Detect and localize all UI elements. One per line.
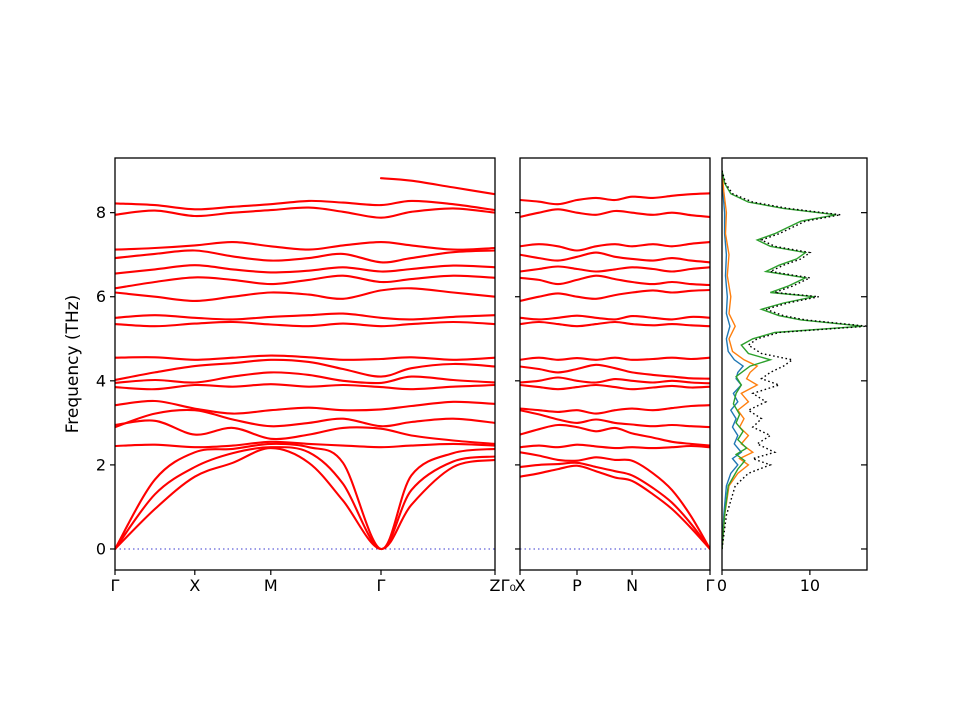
phonon-band bbox=[115, 442, 495, 551]
phonon-band bbox=[115, 312, 495, 321]
dos-xtick-label: 0 bbox=[717, 576, 727, 595]
ytick-label: 8 bbox=[96, 203, 106, 222]
phonon-band bbox=[520, 314, 710, 321]
phonon-band bbox=[520, 274, 710, 287]
phonon-band bbox=[115, 206, 495, 219]
dos-green-curve bbox=[722, 170, 863, 550]
phonon-band bbox=[520, 461, 710, 551]
kpoint-label: P bbox=[572, 576, 582, 595]
phonon-band bbox=[115, 274, 495, 290]
phonon-band bbox=[520, 464, 710, 551]
phonon-band bbox=[520, 383, 710, 391]
phonon-band bbox=[520, 320, 710, 328]
phonon-band bbox=[520, 363, 710, 380]
phonon-band bbox=[115, 264, 495, 275]
phonon-band bbox=[520, 404, 710, 415]
phonon-band bbox=[115, 199, 495, 212]
phonon-band bbox=[520, 265, 710, 273]
ytick-label: 0 bbox=[96, 539, 106, 558]
phonon-band bbox=[520, 208, 710, 218]
phonon-band bbox=[520, 451, 710, 551]
phonon-band bbox=[115, 249, 495, 264]
kpoint-label: Γ bbox=[706, 576, 715, 595]
phonon-band bbox=[520, 409, 710, 429]
phonon-band bbox=[520, 288, 710, 302]
phonon-band bbox=[115, 383, 495, 391]
dos-orange-curve bbox=[722, 170, 759, 550]
ytick-label: 2 bbox=[96, 455, 106, 474]
kpoint-label: Γ₀ bbox=[501, 576, 516, 595]
ytick-label: 6 bbox=[96, 287, 106, 306]
kpoint-label: Z bbox=[490, 576, 501, 595]
phonon-band bbox=[115, 287, 495, 302]
phonon-band bbox=[115, 440, 495, 449]
dos-black-dotted-curve bbox=[722, 170, 867, 550]
kpoint-label: Γ bbox=[377, 576, 386, 595]
phonon-band bbox=[115, 446, 495, 551]
y-axis-label: Frequency (THz) bbox=[63, 295, 83, 434]
phonon-band bbox=[520, 376, 710, 385]
phonon-band bbox=[115, 371, 495, 385]
kpoint-label: N bbox=[626, 576, 638, 595]
phonon-band bbox=[520, 443, 710, 450]
panel-frame bbox=[114, 157, 496, 571]
phonon-band bbox=[379, 177, 495, 196]
panel-frame bbox=[721, 157, 868, 571]
kpoint-label: M bbox=[264, 576, 278, 595]
kpoint-label: X bbox=[515, 576, 526, 595]
phonon-band bbox=[115, 241, 495, 251]
dos-xtick-label: 10 bbox=[800, 576, 820, 595]
phonon-band bbox=[115, 358, 495, 382]
phonon-band bbox=[115, 354, 495, 361]
phonon-band bbox=[520, 251, 710, 264]
band-panel-main: Γ X M Γ Z Γ₀ 0 2 4 6 8 bbox=[96, 157, 516, 595]
phonon-band bbox=[115, 320, 495, 328]
panel-frame bbox=[519, 157, 711, 571]
phonon-band bbox=[115, 408, 495, 429]
phonon-band bbox=[520, 241, 710, 252]
phonon-band bbox=[520, 423, 710, 447]
phonon-band bbox=[115, 419, 495, 445]
kpoint-label: X bbox=[189, 576, 200, 595]
phonon-band bbox=[115, 447, 495, 551]
phonon-band bbox=[115, 399, 495, 415]
phonon-band bbox=[520, 356, 710, 361]
dos-panel: 0 10 bbox=[717, 157, 868, 595]
ytick-label: 4 bbox=[96, 371, 106, 390]
kpoint-label: Γ bbox=[111, 576, 120, 595]
phonon-band bbox=[520, 192, 710, 206]
